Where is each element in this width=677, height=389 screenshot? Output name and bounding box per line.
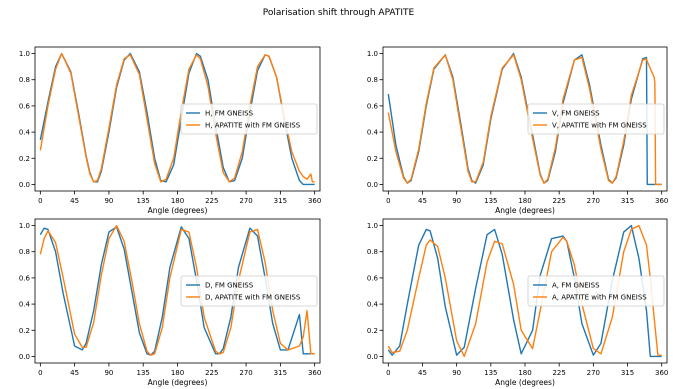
x-tick-label: 135 xyxy=(137,369,150,377)
legend-box xyxy=(527,103,665,135)
x-tick-label: 270 xyxy=(239,197,252,205)
y-tick-label: 0.4 xyxy=(19,301,31,309)
x-tick-label: 360 xyxy=(308,369,321,377)
x-tick-label: 270 xyxy=(587,369,600,377)
figure-title: Polarisation shift through APATITE xyxy=(263,8,415,18)
y-tick-label: 1.0 xyxy=(367,222,378,230)
y-tick-label: 0.2 xyxy=(367,155,378,163)
x-tick-label: 225 xyxy=(552,197,565,205)
x-tick-label: 135 xyxy=(137,197,150,205)
legend-entry-1: A, FM GNEISS xyxy=(552,282,600,290)
x-tick-label: 360 xyxy=(655,369,668,377)
x-tick-label: 90 xyxy=(452,197,461,205)
series-line-2 xyxy=(387,54,662,186)
x-tick-label: 90 xyxy=(452,369,461,377)
y-tick-label: 0.6 xyxy=(367,274,379,282)
legend: V, FM GNEISS V, APATITE with FM GNEISS xyxy=(527,103,665,135)
y-tick-label: 1.0 xyxy=(19,50,30,58)
chart-panel-top-right: 0 45 90 135 180 225 270 315 360 0.0 0.2 0.4 0.6 0.8 1.… xyxy=(367,46,668,215)
legend-box xyxy=(527,275,665,307)
x-tick-label: 180 xyxy=(171,197,184,205)
legend-entry-1: D, FM GNEISS xyxy=(205,282,254,290)
y-tick-label: 0.6 xyxy=(367,102,379,110)
series-line-2 xyxy=(387,224,662,358)
x-axis-label: Angle (degrees) xyxy=(495,378,555,387)
y-tick-label: 0.4 xyxy=(367,129,379,137)
legend: D, FM GNEISS D, APATITE with FM GNEISS xyxy=(180,275,318,307)
legend-box xyxy=(180,103,318,135)
x-axis-label: Angle (degrees) xyxy=(148,206,208,215)
chart-panel-bottom-left: 0 45 90 135 180 225 270 315 360 0.0 0.2 0.4 0.6 0.8 1.… xyxy=(19,218,321,387)
x-tick-label: 180 xyxy=(518,197,531,205)
x-tick-label: 45 xyxy=(70,369,79,377)
x-tick-label: 180 xyxy=(518,369,531,377)
x-tick-label: 360 xyxy=(308,197,321,205)
y-tick-label: 0.0 xyxy=(367,353,378,361)
y-tick-label: 1.0 xyxy=(367,50,378,58)
series-line-2 xyxy=(39,224,315,356)
y-tick-label: 0.4 xyxy=(19,129,31,137)
x-tick-label: 225 xyxy=(205,197,218,205)
legend-entry-2: A, APATITE with FM GNEISS xyxy=(552,294,647,302)
y-tick-label: 0.8 xyxy=(367,248,378,256)
x-tick-label: 225 xyxy=(552,369,565,377)
x-tick-label: 90 xyxy=(104,197,113,205)
x-axis-label: Angle (degrees) xyxy=(495,206,555,215)
y-tick-label: 0.8 xyxy=(367,76,378,84)
y-tick-label: 0.8 xyxy=(19,76,30,84)
x-tick-label: 45 xyxy=(70,197,79,205)
y-tick-label: 0.0 xyxy=(19,353,30,361)
y-tick-label: 0.6 xyxy=(19,102,31,110)
x-tick-label: 180 xyxy=(171,369,184,377)
x-tick-label: 315 xyxy=(621,197,634,205)
x-tick-label: 315 xyxy=(274,197,287,205)
x-tick-label: 0 xyxy=(38,369,42,377)
y-tick-label: 0.2 xyxy=(19,327,30,335)
legend-entry-1: V, FM GNEISS xyxy=(552,110,600,118)
x-tick-label: 90 xyxy=(104,369,113,377)
series-line-1 xyxy=(387,224,662,358)
legend-entry-2: D, APATITE with FM GNEISS xyxy=(205,294,301,302)
x-tick-label: 45 xyxy=(418,197,427,205)
x-tick-label: 315 xyxy=(274,369,287,377)
x-tick-label: 270 xyxy=(239,369,252,377)
y-tick-label: 1.0 xyxy=(19,222,30,230)
x-tick-label: 45 xyxy=(418,369,427,377)
x-tick-label: 360 xyxy=(655,197,668,205)
chart-panel-top-left: 0 45 90 135 180 225 270 315 360 0.0 0.2 0.4 0.6 0.8 1.… xyxy=(19,46,321,215)
x-tick-label: 135 xyxy=(484,369,497,377)
legend: H, FM GNEISS H, APATITE with FM GNEISS xyxy=(180,103,318,135)
legend-entry-1: H, FM GNEISS xyxy=(205,110,254,118)
y-tick-label: 0.0 xyxy=(19,181,30,189)
x-tick-label: 135 xyxy=(484,197,497,205)
x-tick-label: 315 xyxy=(621,369,634,377)
x-axis-label: Angle (degrees) xyxy=(148,378,208,387)
x-tick-label: 0 xyxy=(386,369,390,377)
x-tick-label: 0 xyxy=(38,197,42,205)
legend-entry-2: V, APATITE with FM GNEISS xyxy=(552,122,647,130)
y-tick-label: 0.6 xyxy=(19,274,31,282)
legend-entry-2: H, APATITE with FM GNEISS xyxy=(205,122,301,130)
legend: A, FM GNEISS A, APATITE with FM GNEISS xyxy=(527,275,665,307)
chart-panel-bottom-right: 0 45 90 135 180 225 270 315 360 0.0 0.2 0.4 0.6 0.8 1.… xyxy=(367,218,668,387)
x-tick-label: 0 xyxy=(386,197,390,205)
y-tick-label: 0.2 xyxy=(367,327,378,335)
x-tick-label: 270 xyxy=(587,197,600,205)
y-tick-label: 0.8 xyxy=(19,248,30,256)
y-tick-label: 0.2 xyxy=(19,155,30,163)
y-tick-label: 0.0 xyxy=(367,181,378,189)
legend-box xyxy=(180,275,318,307)
y-tick-label: 0.4 xyxy=(367,301,379,309)
x-tick-label: 225 xyxy=(205,369,218,377)
